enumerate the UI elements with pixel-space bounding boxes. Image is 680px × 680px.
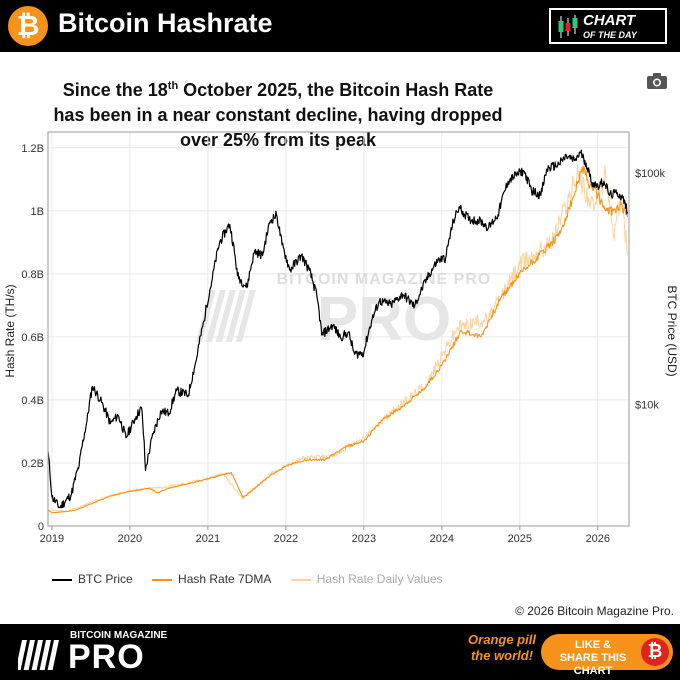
headline-superscript: th bbox=[167, 80, 179, 92]
y-left-tick-label: 0.6B bbox=[21, 332, 44, 344]
headline-part-2: October 2025, the Bitcoin Hash Rate has … bbox=[53, 80, 503, 150]
like-share-button[interactable]: LIKE & SHARE THIS CHART ₿ bbox=[541, 634, 673, 677]
y-right-tick-label: $10k bbox=[635, 400, 659, 412]
y-left-tick-label: 0 bbox=[38, 521, 44, 533]
headline-part-1: Since the 18 bbox=[62, 80, 168, 100]
x-tick-label: 2023 bbox=[352, 533, 376, 545]
chart-of-the-day-badge: CHART OF THE DAY bbox=[549, 8, 667, 44]
bitcoin-logo-icon: ₿ bbox=[8, 6, 48, 46]
share-label: LIKE & SHARE THIS CHART bbox=[559, 639, 627, 677]
legend-swatch bbox=[52, 578, 72, 581]
legend-label: BTC Price bbox=[78, 572, 133, 586]
legend-label: Hash Rate Daily Values bbox=[316, 572, 443, 586]
copyright-text: © 2026 Bitcoin Magazine Pro. bbox=[515, 604, 674, 618]
headline: Since the 18th October 2025, the Bitcoin… bbox=[48, 78, 508, 153]
legend-label: Hash Rate 7DMA bbox=[178, 572, 272, 586]
watermark-text: BITCOIN MAGAZINE PRO bbox=[277, 271, 492, 288]
legend-swatch bbox=[152, 578, 173, 581]
x-tick-label: 2022 bbox=[274, 533, 298, 545]
x-tick-label: 2019 bbox=[40, 533, 64, 545]
top-banner: ₿ Bitcoin Hashrate CHART OF THE DAY bbox=[0, 0, 680, 52]
series-lines bbox=[47, 149, 628, 514]
badge-line-2: OF THE DAY bbox=[583, 30, 637, 40]
legend-item-btc-price[interactable]: BTC Price bbox=[52, 572, 133, 586]
x-tick-label: 2025 bbox=[508, 533, 532, 545]
brand-big-text: PRO bbox=[68, 638, 145, 676]
y-right-axis-label: BTC Price (USD) bbox=[665, 285, 679, 376]
page-title: Bitcoin Hashrate bbox=[58, 8, 273, 38]
chart-legend: BTC Price Hash Rate 7DMA Hash Rate Daily… bbox=[52, 572, 459, 586]
x-tick-label: 2020 bbox=[118, 533, 142, 545]
camera-icon[interactable] bbox=[644, 70, 670, 92]
candlestick-icon bbox=[558, 15, 578, 38]
bitcoin-coin-icon: ₿ bbox=[641, 638, 669, 666]
y-left-axis-label: Hash Rate (TH/s) bbox=[3, 284, 17, 377]
plot-frame bbox=[47, 131, 630, 527]
legend-item-hash-rate-daily[interactable]: Hash Rate Daily Values bbox=[290, 572, 443, 586]
axes: 0 0.2B 0.4B 0.6B 0.8B 1B 1.2B $10k $100k 2019 2020… bbox=[21, 143, 665, 545]
bottom-banner: BITCOIN MAGAZINE PRO Orange pill the wor… bbox=[0, 624, 680, 680]
x-tick-label: 2024 bbox=[430, 533, 454, 545]
y-left-tick-label: 0.8B bbox=[21, 269, 44, 281]
watermark: BITCOIN MAGAZINE PRO PRO bbox=[195, 271, 492, 354]
bitcoin-magazine-logo-icon bbox=[18, 640, 59, 670]
x-tick-label: 2021 bbox=[196, 533, 220, 545]
y-left-tick-label: 0.2B bbox=[21, 458, 44, 470]
x-tick-label: 2026 bbox=[586, 533, 610, 545]
legend-swatch bbox=[290, 578, 311, 581]
series-line-hash-rate-7dma bbox=[47, 165, 628, 514]
y-left-tick-label: 0.4B bbox=[21, 395, 44, 407]
svg-text:PRO: PRO bbox=[317, 285, 451, 354]
y-left-tick-label: 1.2B bbox=[21, 143, 44, 155]
brand-small-text: BITCOIN MAGAZINE bbox=[70, 630, 168, 641]
badge-line-1: CHART bbox=[583, 12, 636, 29]
hashrate-chart: BITCOIN MAGAZINE PRO PRO 0 0.2B 0.4B 0.6B 0.… bbox=[3, 131, 679, 545]
legend-item-hash-rate-7dma[interactable]: Hash Rate 7DMA bbox=[152, 572, 271, 586]
series-line-btc-price bbox=[47, 149, 628, 509]
tagline: Orange pill the world! bbox=[468, 632, 536, 663]
y-left-tick-label: 1B bbox=[31, 206, 44, 218]
y-right-tick-label: $100k bbox=[635, 168, 665, 180]
